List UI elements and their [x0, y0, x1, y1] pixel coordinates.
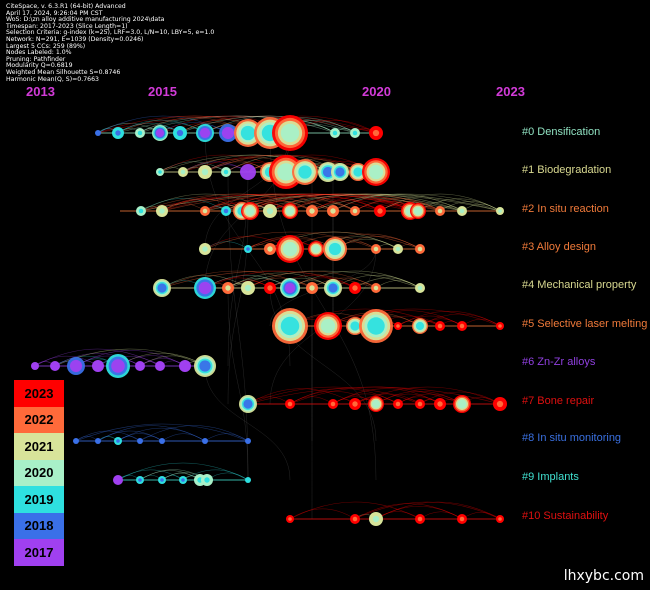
- legend-item-2021: 2021: [14, 433, 64, 460]
- legend-year: 2020: [24, 465, 54, 481]
- cluster-label-alloy-design: #3 Alloy design: [522, 241, 596, 253]
- legend-year: 2019: [24, 491, 54, 507]
- legend-item-2022: 2022: [14, 406, 64, 433]
- legend-year: 2018: [24, 518, 54, 534]
- cluster-label-biodegradation: #1 Biodegradation: [522, 164, 612, 176]
- legend-item-2018: 2018: [14, 512, 64, 539]
- year-color-legend: 2023 2022 2021 2020 2019 2018 2017: [14, 380, 64, 566]
- watermark: lhxybc.com: [563, 568, 644, 584]
- legend-item-2023: 2023: [14, 380, 64, 407]
- cluster-label-zn-zr-alloys: #6 Zn-Zr alloys: [522, 356, 596, 368]
- legend-item-2017: 2017: [14, 539, 64, 566]
- meta-line: Timespan: 2017-2023 (Slice Length=1): [6, 22, 128, 30]
- meta-line: Harmonic Mean(Q, S)=0.7663: [6, 75, 99, 83]
- year-tick: 2023: [496, 84, 525, 99]
- meta-line: WoS: D:\zn alloy additive manufacturing …: [6, 16, 165, 24]
- meta-line: Network: N=291, E=1039 (Density=0.0246): [6, 35, 144, 43]
- meta-line: Modularity Q=0.6819: [6, 62, 73, 70]
- cluster-label-densification: #0 Densification: [522, 126, 601, 138]
- meta-line: Pruning: Pathfinder: [6, 55, 66, 63]
- legend-year: 2023: [24, 385, 54, 401]
- legend-year: 2017: [24, 544, 54, 560]
- cluster-label-implants: #9 Implants: [522, 471, 579, 483]
- legend-year: 2022: [24, 412, 54, 428]
- meta-line: April 17, 2024, 9:26:04 PM CST: [6, 9, 103, 17]
- cluster-label-bone-repair: #7 Bone repair: [522, 395, 595, 407]
- legend-item-2019: 2019: [14, 486, 64, 513]
- analysis-parameters: CiteSpace, v. 6.3.R1 (64-bit) Advanced A…: [6, 3, 215, 83]
- legend-item-2020: 2020: [14, 459, 64, 486]
- cluster-label-selective-laser-melting: #5 Selective laser melting: [522, 318, 648, 330]
- meta-line: Selection Criteria: g-index (k=25), LRF=…: [6, 29, 215, 37]
- cluster-label-mechanical-property: #4 Mechanical property: [522, 279, 637, 291]
- meta-line: Largest 5 CCs: 259 (89%): [6, 42, 86, 50]
- year-tick: 2013: [26, 84, 55, 99]
- meta-line: Weighted Mean Silhouette S=0.8746: [6, 68, 121, 76]
- year-tick: 2020: [362, 84, 391, 99]
- cluster-label-in-situ-monitoring: #8 In situ monitoring: [522, 432, 622, 444]
- legend-year: 2021: [24, 438, 54, 454]
- cluster-label-in-situ-reaction: #2 In situ reaction: [522, 203, 609, 215]
- meta-line: CiteSpace, v. 6.3.R1 (64-bit) Advanced: [6, 3, 126, 10]
- meta-line: Nodes Labeled: 1.0%: [6, 49, 72, 57]
- cluster-label-sustainability: #10 Sustainability: [522, 510, 609, 522]
- year-tick: 2015: [148, 84, 177, 99]
